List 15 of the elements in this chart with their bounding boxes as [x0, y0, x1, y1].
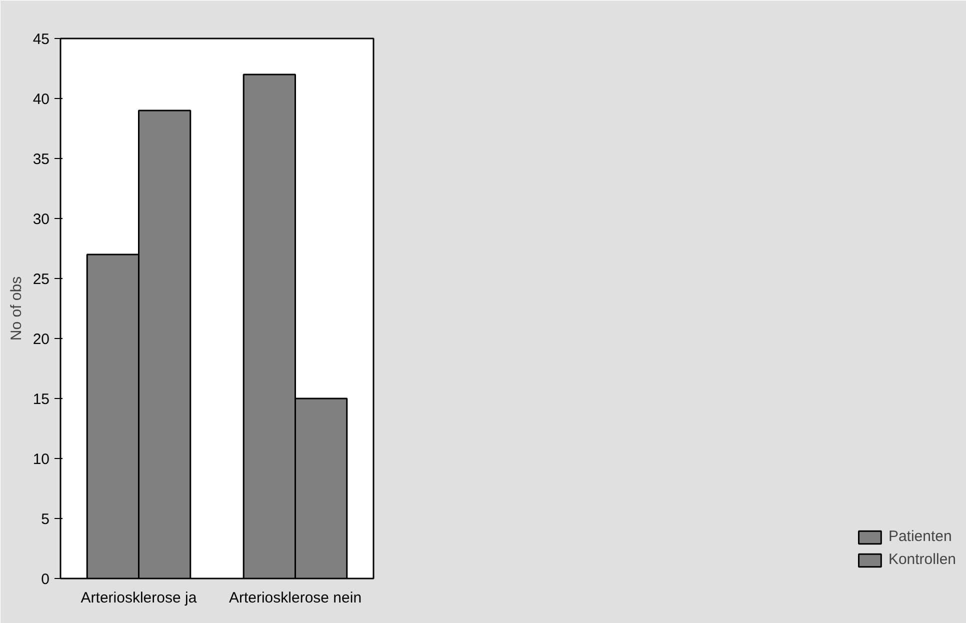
y-tick-label: 30	[32, 211, 50, 228]
y-tick-label: 10	[32, 451, 50, 468]
y-tick-label: 45	[32, 31, 50, 48]
y-tick-label: 5	[41, 511, 50, 528]
y-axis-title: No of obs	[8, 276, 25, 341]
y-tick-label: 40	[32, 91, 50, 108]
legend-label: Kontrollen	[888, 551, 956, 568]
y-tick-label: 25	[32, 271, 50, 288]
y-tick-label: 15	[32, 391, 50, 408]
x-tick-label: Arteriosklerose nein	[228, 590, 362, 606]
y-tick-label: 20	[32, 331, 50, 348]
y-tick-label: 35	[32, 151, 50, 168]
y-tick-label: 0	[41, 571, 50, 588]
legend-label: Patienten	[888, 528, 952, 545]
x-tick-label: Arteriosklerose ja	[80, 590, 198, 606]
